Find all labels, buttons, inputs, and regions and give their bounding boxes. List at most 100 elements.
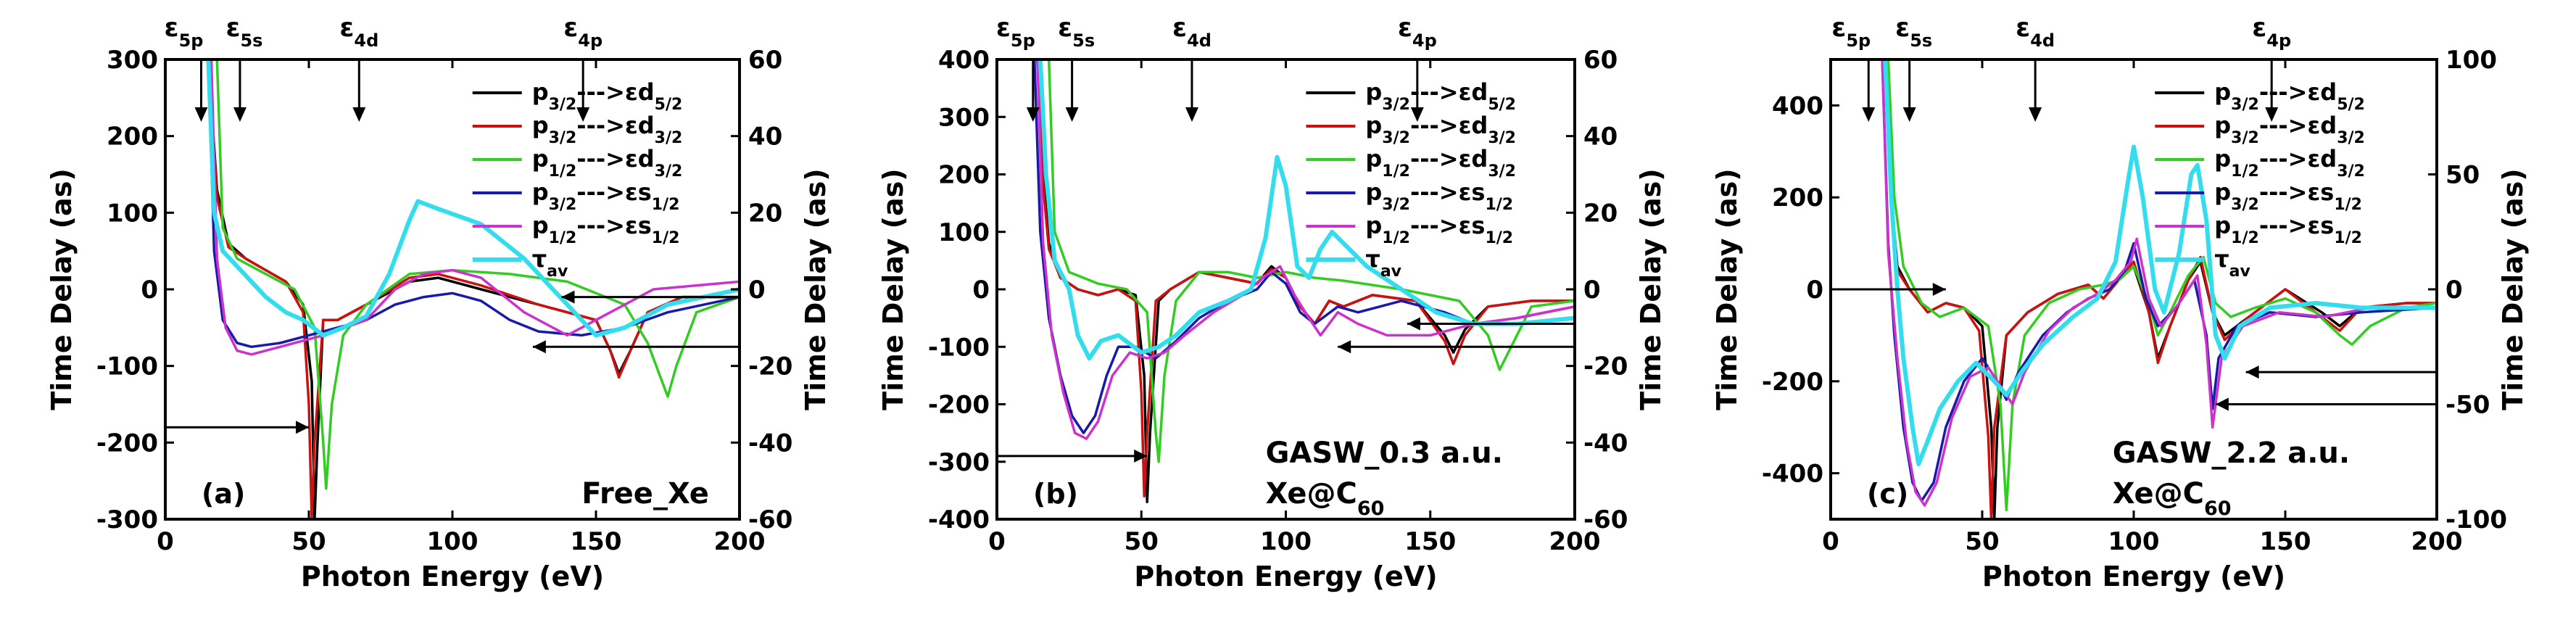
threshold-arrowhead — [1065, 107, 1079, 122]
y-tick-label: 200 — [107, 123, 158, 152]
threshold-label: ε5p — [996, 13, 1035, 51]
y-tick-label: 0 — [141, 276, 158, 305]
y-tick-label: 0 — [1806, 276, 1823, 305]
series-line-p32_d32 — [1036, 59, 1575, 498]
y2-tick-label: 0 — [2445, 276, 2463, 305]
threshold-arrowhead — [1902, 107, 1916, 122]
threshold-label: ε4d — [1172, 13, 1212, 51]
x-tick-label: 100 — [2108, 527, 2160, 556]
threshold-label: ε4p — [2252, 13, 2291, 51]
y-axis-label: Time Delay (as) — [1711, 168, 1743, 410]
y-tick-label: 200 — [1772, 183, 1823, 212]
threshold-label: ε5p — [1831, 13, 1871, 51]
x-axis-label: Photon Energy (eV) — [1134, 561, 1437, 592]
threshold-label: ε5p — [165, 13, 204, 51]
panel-label-line: GASW_2.2 a.u. — [2113, 437, 2350, 470]
y-tick-label: -300 — [96, 505, 158, 534]
x-axis-label: Photon Energy (eV) — [1982, 561, 2285, 592]
x-tick-label: 0 — [988, 527, 1006, 556]
y2-tick-label: 0 — [748, 276, 766, 305]
legend-label-p32_d32: p3/2--->εd3/2 — [2214, 112, 2365, 147]
y2-tick-label: 40 — [748, 123, 782, 152]
threshold-arrowhead — [576, 107, 590, 122]
series-line-tau_av — [1038, 59, 1575, 361]
axis-pointer-arrowhead — [532, 340, 546, 354]
legend-label-p32_d32: p3/2--->εd3/2 — [532, 112, 683, 147]
y-tick-label: 400 — [938, 46, 990, 75]
panel-label-line: Xe@C60 — [1266, 477, 1385, 520]
y-tick-label: -100 — [96, 352, 158, 381]
threshold-label: ε4d — [339, 13, 378, 51]
y-tick-label: -200 — [96, 429, 158, 458]
y-tick-label: -300 — [928, 448, 990, 477]
x-tick-label: 50 — [1965, 527, 1999, 556]
threshold-arrowhead — [1862, 107, 1876, 122]
y2-tick-label: 60 — [748, 46, 782, 75]
panel-letter: (a) — [202, 478, 245, 510]
series-group — [1033, 59, 1575, 503]
series-line-p12_d32 — [1887, 59, 2437, 512]
y2-tick-label: 40 — [1583, 123, 1618, 152]
y-tick-label: 100 — [938, 218, 990, 247]
y-tick-label: 400 — [1772, 91, 1823, 120]
y-tick-label: -200 — [1762, 368, 1823, 397]
x-tick-label: 100 — [427, 527, 479, 556]
y-axis-label: Time Delay (as) — [46, 168, 78, 410]
legend-label-tau_av: τav — [1365, 245, 1401, 281]
axis-pointer-arrowhead — [2245, 365, 2259, 379]
series-line-p32_s12 — [1033, 59, 1575, 434]
panel-letter: (c) — [1867, 478, 1908, 510]
threshold-arrowhead — [2265, 107, 2279, 122]
legend-label-p12_d32: p1/2--->εd3/2 — [1365, 145, 1516, 181]
threshold-arrowhead — [1026, 107, 1040, 122]
axis-pointer-arrowhead — [1407, 317, 1420, 331]
y-tick-label: -200 — [928, 391, 990, 420]
threshold-label: ε4d — [2016, 13, 2055, 51]
axis-pointer-arrowhead — [296, 421, 309, 434]
legend-label-p32_s12: p3/2--->εs1/2 — [1365, 178, 1513, 214]
y-tick-label: 200 — [938, 161, 990, 190]
threshold-arrowhead — [194, 107, 208, 122]
threshold-arrowhead — [1410, 107, 1424, 122]
y-tick-label: 300 — [107, 46, 158, 75]
y2-tick-label: -40 — [748, 429, 792, 458]
x-tick-label: 0 — [157, 527, 174, 556]
x-tick-label: 150 — [2260, 527, 2311, 556]
y-tick-label: 300 — [938, 103, 990, 132]
legend-label-p32_d52: p3/2--->εd5/2 — [2214, 78, 2365, 114]
x-tick-label: 200 — [2411, 527, 2463, 556]
series-group — [206, 59, 740, 519]
y2-tick-label: -50 — [2445, 391, 2490, 420]
panel-label-line: Xe@C60 — [2113, 477, 2232, 520]
legend-label-p32_s12: p3/2--->εs1/2 — [2214, 178, 2362, 214]
y2-axis-label: Time Delay (as) — [1635, 168, 1667, 410]
y2-tick-label: 20 — [1583, 199, 1618, 228]
legend-label-p12_d32: p1/2--->εd3/2 — [532, 145, 683, 181]
legend-label-p12_s12: p1/2--->εs1/2 — [532, 212, 680, 247]
legend-label-p12_s12: p1/2--->εs1/2 — [1365, 212, 1513, 247]
panel-b: 0 50 100 150 200-400-300-200-100010020030040… — [877, 13, 1667, 592]
y-axis-label: Time Delay (as) — [877, 168, 909, 410]
x-tick-label: 100 — [1260, 527, 1312, 556]
y2-tick-label: -100 — [2445, 505, 2507, 534]
series-line-p32_d32 — [207, 59, 740, 519]
threshold-arrowhead — [352, 107, 366, 122]
series-line-tau_av — [206, 59, 740, 338]
legend-label-tau_av: τav — [2214, 245, 2250, 281]
axis-pointer-arrowhead — [1932, 283, 1946, 296]
y-tick-label: -400 — [928, 505, 990, 534]
y2-tick-label: 20 — [748, 199, 782, 228]
y2-axis-label: Time Delay (as) — [800, 168, 832, 410]
y2-tick-label: -20 — [1583, 352, 1628, 381]
y2-tick-label: -20 — [748, 352, 792, 381]
y2-tick-label: -60 — [1583, 505, 1628, 534]
series-group — [1881, 59, 2437, 519]
y-tick-label: -400 — [1762, 460, 1823, 489]
axis-pointer-arrowhead — [1338, 340, 1351, 354]
legend-label-p12_d32: p1/2--->εd3/2 — [2214, 145, 2365, 181]
series-line-p12_s12 — [210, 59, 740, 356]
y2-tick-label: -40 — [1583, 429, 1628, 458]
y2-tick-label: 50 — [2445, 161, 2480, 190]
x-axis-label: Photon Energy (eV) — [301, 561, 604, 592]
